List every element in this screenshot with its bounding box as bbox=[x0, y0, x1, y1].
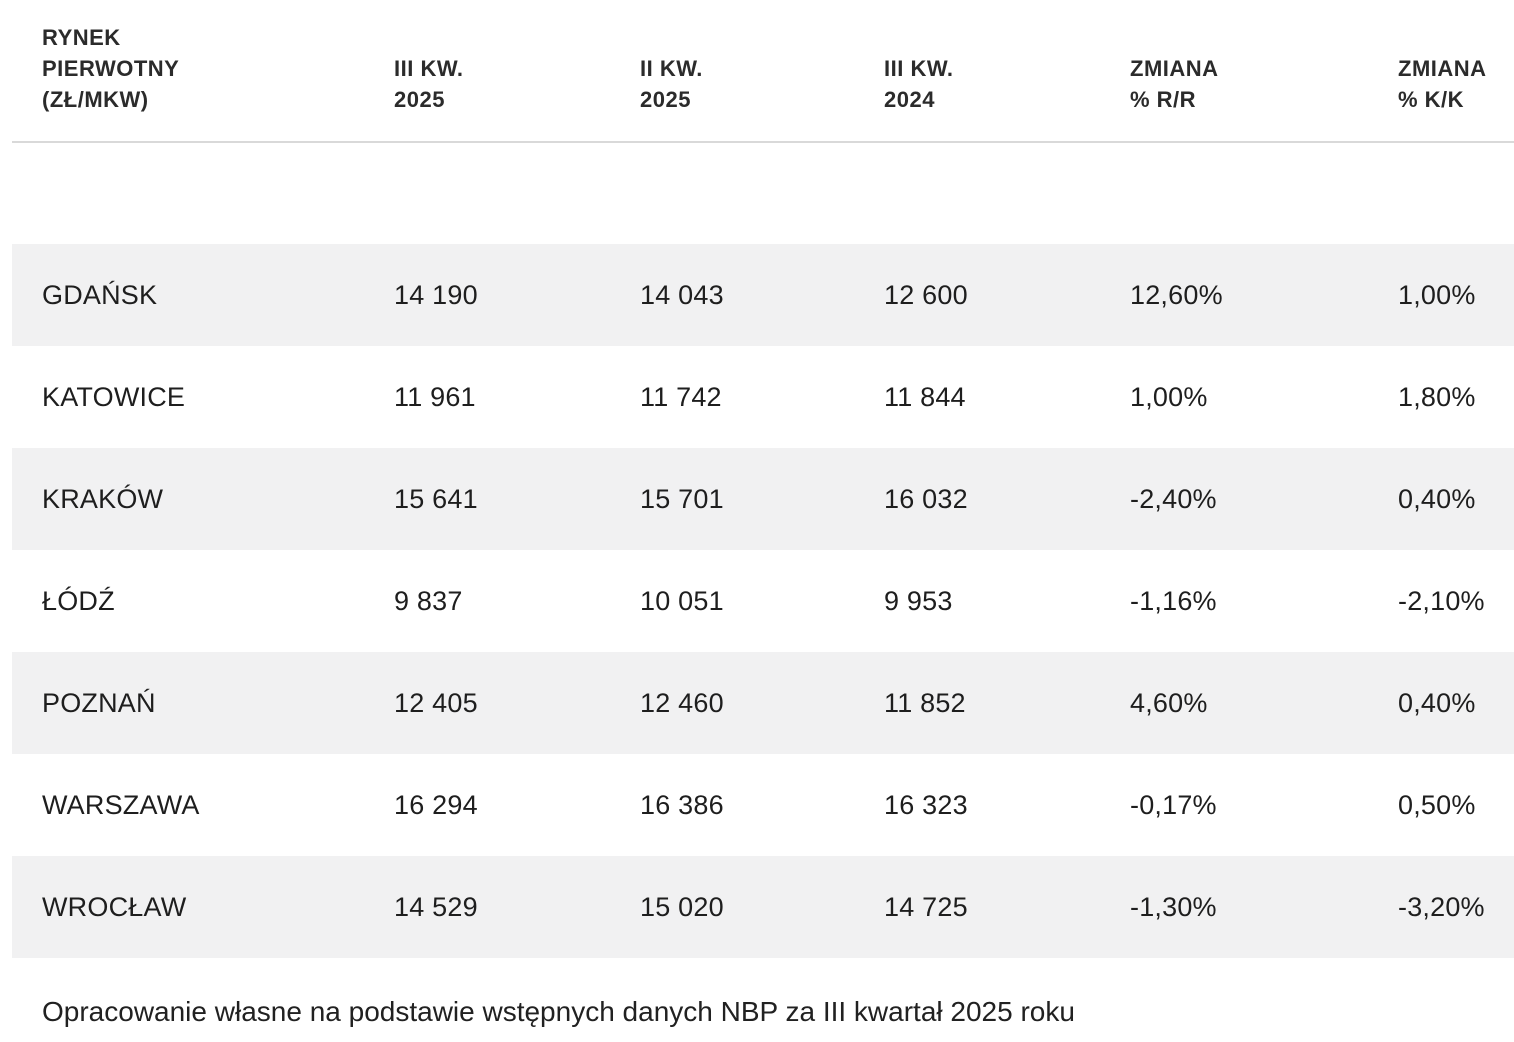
value-q3-2025-cell: 11 961 bbox=[394, 381, 476, 412]
header-cell-q3-2025: III KW. 2025 bbox=[394, 56, 464, 112]
header-cell-zmiana-rr: ZMIANA % R/R bbox=[1130, 56, 1219, 112]
change-yoy-cell: 1,00% bbox=[1130, 381, 1208, 412]
table-row: ŁÓDŹ 9 837 10 051 9 953 -1,16% -2,10% bbox=[12, 550, 1514, 652]
change-qoq-cell: 1,80% bbox=[1398, 381, 1476, 412]
table-row: KATOWICE 11 961 11 742 11 844 1,00% 1,80… bbox=[12, 346, 1514, 448]
table-row: WROCŁAW 14 529 15 020 14 725 -1,30% -3,2… bbox=[12, 856, 1514, 958]
change-yoy-cell: 12,60% bbox=[1130, 279, 1223, 310]
change-qoq-cell: 0,50% bbox=[1398, 789, 1476, 820]
value-q2-2025-cell: 12 460 bbox=[640, 687, 724, 718]
change-qoq-cell: -2,10% bbox=[1398, 585, 1485, 616]
change-qoq-cell: 0,40% bbox=[1398, 687, 1476, 718]
city-cell: KRAKÓW bbox=[42, 483, 164, 514]
change-qoq-cell: 1,00% bbox=[1398, 279, 1476, 310]
city-cell: WARSZAWA bbox=[42, 789, 200, 820]
change-yoy-cell: -0,17% bbox=[1130, 789, 1217, 820]
change-yoy-cell: 4,60% bbox=[1130, 687, 1208, 718]
city-cell: GDAŃSK bbox=[42, 279, 158, 310]
table-row: WARSZAWA 16 294 16 386 16 323 -0,17% 0,5… bbox=[12, 754, 1514, 856]
table-body: GDAŃSK 14 190 14 043 12 600 12,60% 1,00%… bbox=[12, 244, 1514, 958]
change-yoy-cell: -2,40% bbox=[1130, 483, 1217, 514]
header-cell-zmiana-kk: ZMIANA % K/K bbox=[1398, 56, 1487, 112]
value-q2-2025-cell: 16 386 bbox=[640, 789, 724, 820]
value-q3-2025-cell: 9 837 bbox=[394, 585, 463, 616]
primary-market-table: RYNEK PIERWOTNY (ZŁ/MKW) III KW. 2025 II… bbox=[12, 0, 1514, 958]
value-q3-2024-cell: 14 725 bbox=[884, 891, 968, 922]
value-q2-2025-cell: 11 742 bbox=[640, 381, 722, 412]
value-q3-2025-cell: 15 641 bbox=[394, 483, 478, 514]
table-row: POZNAŃ 12 405 12 460 11 852 4,60% 0,40% bbox=[12, 652, 1514, 754]
value-q2-2025-cell: 10 051 bbox=[640, 585, 724, 616]
value-q3-2024-cell: 16 032 bbox=[884, 483, 968, 514]
value-q3-2024-cell: 11 844 bbox=[884, 381, 966, 412]
header-cell-rynek-pierwotny: RYNEK PIERWOTNY (ZŁ/MKW) bbox=[42, 25, 180, 112]
table-spacer-row bbox=[12, 143, 1514, 244]
source-note: Opracowanie własne na podstawie wstępnyc… bbox=[42, 996, 1075, 1027]
value-q2-2025-cell: 15 020 bbox=[640, 891, 724, 922]
value-q3-2024-cell: 11 852 bbox=[884, 687, 966, 718]
city-cell: WROCŁAW bbox=[42, 891, 187, 922]
value-q3-2024-cell: 9 953 bbox=[884, 585, 953, 616]
table-header-row: RYNEK PIERWOTNY (ZŁ/MKW) III KW. 2025 II… bbox=[12, 0, 1514, 143]
value-q2-2025-cell: 15 701 bbox=[640, 483, 724, 514]
change-yoy-cell: -1,16% bbox=[1130, 585, 1217, 616]
change-yoy-cell: -1,30% bbox=[1130, 891, 1217, 922]
value-q3-2025-cell: 12 405 bbox=[394, 687, 478, 718]
value-q3-2025-cell: 14 529 bbox=[394, 891, 478, 922]
city-cell: ŁÓDŹ bbox=[42, 585, 115, 616]
change-qoq-cell: -3,20% bbox=[1398, 891, 1485, 922]
change-qoq-cell: 0,40% bbox=[1398, 483, 1476, 514]
value-q2-2025-cell: 14 043 bbox=[640, 279, 724, 310]
table-row: GDAŃSK 14 190 14 043 12 600 12,60% 1,00% bbox=[12, 244, 1514, 346]
value-q3-2025-cell: 16 294 bbox=[394, 789, 478, 820]
value-q3-2024-cell: 12 600 bbox=[884, 279, 968, 310]
table-row: KRAKÓW 15 641 15 701 16 032 -2,40% 0,40% bbox=[12, 448, 1514, 550]
city-cell: POZNAŃ bbox=[42, 687, 156, 718]
city-cell: KATOWICE bbox=[42, 381, 186, 412]
value-q3-2025-cell: 14 190 bbox=[394, 279, 478, 310]
header-cell-q3-2024: III KW. 2024 bbox=[884, 56, 954, 112]
header-cell-q2-2025: II KW. 2025 bbox=[640, 56, 703, 112]
value-q3-2024-cell: 16 323 bbox=[884, 789, 968, 820]
